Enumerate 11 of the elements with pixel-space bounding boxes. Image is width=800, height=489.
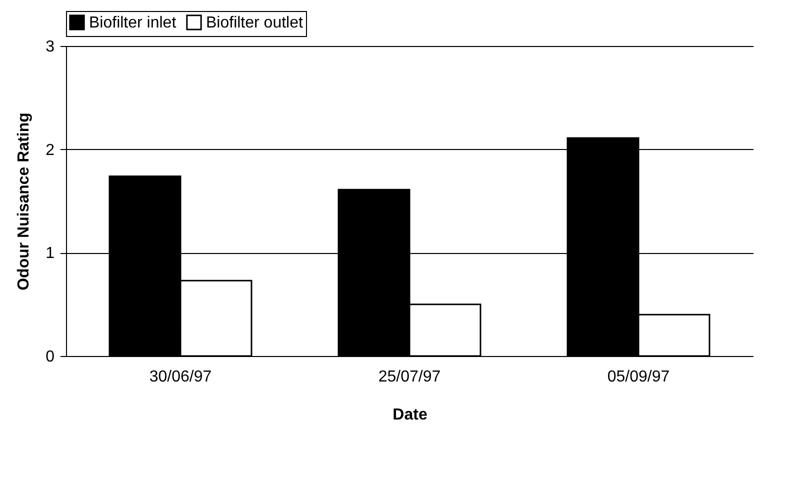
x-tick-label: 05/09/97: [607, 368, 670, 386]
legend-label: Biofilter inlet: [89, 14, 177, 32]
y-tick-label: 3: [46, 38, 55, 56]
y-tick-label: 2: [46, 142, 55, 159]
x-axis-title: Date: [392, 406, 428, 424]
y-tick-label: 1: [46, 245, 55, 262]
x-tick-label: 25/07/97: [378, 368, 441, 386]
legend-label: Biofilter outlet: [206, 14, 304, 32]
y-axis-title: Odour Nuisance Rating: [16, 112, 33, 290]
y-tick-label: 0: [46, 348, 55, 366]
x-tick-label: 30/06/97: [149, 368, 212, 386]
